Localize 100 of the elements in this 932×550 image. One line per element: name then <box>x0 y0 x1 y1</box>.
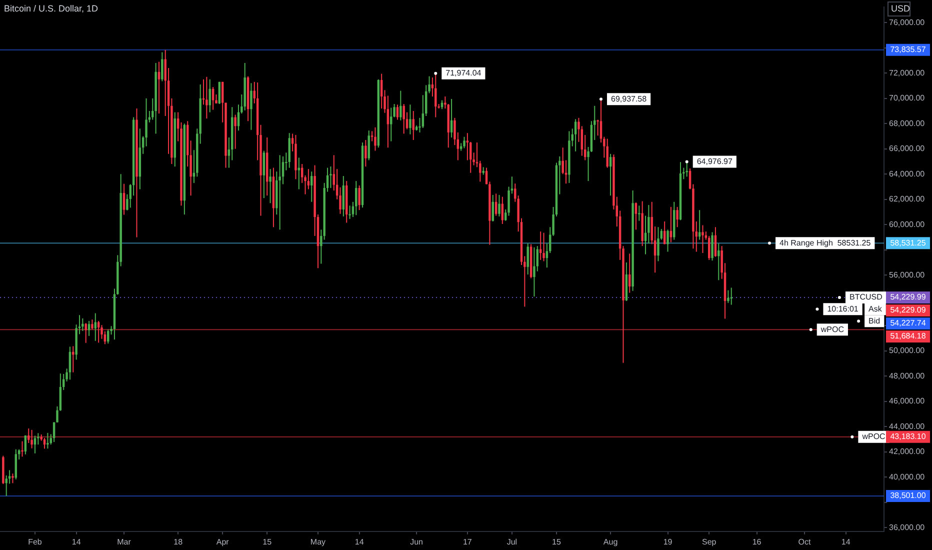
candlestick <box>494 193 498 216</box>
annotation: 71,974.04 <box>446 68 482 78</box>
candlestick <box>342 175 345 217</box>
candlestick <box>46 432 49 450</box>
candlestick <box>298 157 300 190</box>
y-tick-label: 66,000.00 <box>889 144 926 154</box>
x-tick-label: 16 <box>752 537 762 546</box>
annotation: Bid <box>868 316 880 326</box>
y-tick-label: 36,000.00 <box>889 522 926 532</box>
y-tick-label: 64,000.00 <box>889 169 926 178</box>
candlestick <box>269 168 272 204</box>
candlestick <box>634 202 638 230</box>
x-tick-label: May <box>310 537 326 546</box>
candlestick <box>702 224 704 254</box>
ref-line-label: 43,183.10 <box>890 432 926 442</box>
candlestick <box>380 73 383 109</box>
annotation: 64,976.97 <box>696 156 733 166</box>
y-tick-label: 60,000.00 <box>889 220 926 229</box>
candlestick <box>262 150 266 199</box>
candlestick <box>355 180 358 216</box>
y-tick-label: 48,000.00 <box>889 371 926 380</box>
candlestick <box>606 138 608 168</box>
x-tick-label: Mar <box>117 537 132 546</box>
candlestick <box>12 473 14 484</box>
candlestick <box>34 435 36 454</box>
candlestick <box>711 232 714 262</box>
chart-title: Bitcoin / U.S. Dollar, 1D <box>4 3 99 14</box>
candlestick <box>374 126 376 152</box>
candlestick <box>698 210 701 240</box>
candlestick <box>24 434 27 455</box>
x-tick-label: 17 <box>462 537 472 546</box>
candlestick <box>288 132 290 168</box>
candlestick <box>94 312 97 342</box>
candlestick <box>218 81 221 105</box>
x-tick-label: 19 <box>663 537 673 546</box>
candlestick <box>250 82 252 130</box>
ref-line-label: 73,835.57 <box>890 45 926 54</box>
x-tick-label: Apr <box>216 537 230 546</box>
x-tick-label: 14 <box>72 537 82 546</box>
candlestick <box>434 72 437 118</box>
candlestick <box>450 98 453 138</box>
candlestick <box>278 154 281 230</box>
ref-line-label: 54,229.99 <box>890 292 926 302</box>
x-tick-label: 15 <box>262 537 272 546</box>
candlestick <box>402 104 405 134</box>
candlestick <box>409 104 412 135</box>
candlestick <box>68 346 72 380</box>
annotation: wPOC <box>861 432 886 442</box>
y-tick-label: 68,000.00 <box>889 118 926 128</box>
annotation: wPOC <box>820 324 844 334</box>
ref-line-label: 54,229.09 <box>890 306 926 315</box>
candlestick <box>412 110 414 140</box>
candlestick <box>82 318 84 332</box>
x-tick-label: Aug <box>603 537 618 546</box>
candlestick <box>526 243 529 275</box>
y-tick-label: 50,000.00 <box>889 346 926 356</box>
x-tick-label: 14 <box>354 537 364 546</box>
candlestick <box>666 229 669 252</box>
annotation: 10:16:01 <box>827 304 859 314</box>
candlestick <box>364 140 367 168</box>
candlestick <box>310 171 313 202</box>
y-tick-label: 76,000.00 <box>889 18 926 27</box>
x-tick-label: Jun <box>410 537 424 546</box>
y-tick-label: 44,000.00 <box>889 422 926 431</box>
candlestick <box>533 246 536 298</box>
candlestick <box>30 429 33 449</box>
x-tick-label: Jul <box>506 537 518 546</box>
candlestick <box>97 320 100 344</box>
annotation: Ask <box>868 304 883 314</box>
candlestick <box>492 194 494 222</box>
x-tick-label: Oct <box>798 537 812 546</box>
y-tick-label: 42,000.00 <box>889 447 926 456</box>
candlestick <box>84 322 87 344</box>
candlestick <box>727 290 730 304</box>
annotation: 4h Range High 58531.25 <box>780 238 872 248</box>
candlestick <box>574 118 577 152</box>
candlestick <box>234 114 236 150</box>
y-tick-label: 56,000.00 <box>889 270 926 280</box>
y-axis-title: USD <box>891 3 910 14</box>
candlestick <box>396 104 399 120</box>
candlestick <box>400 90 402 121</box>
annotation: 69,937.58 <box>610 94 648 104</box>
candlestick <box>28 428 30 444</box>
candlestick <box>609 153 612 196</box>
candlestick <box>91 319 94 330</box>
ref-line-label: 51,684.18 <box>890 332 926 341</box>
candlestick <box>638 205 640 222</box>
candlestick <box>158 61 160 114</box>
ref-line-label: 58,531.25 <box>890 238 926 248</box>
candlestick <box>718 243 720 281</box>
candlestick <box>14 448 18 480</box>
candlestick <box>208 78 211 113</box>
x-tick-label: 15 <box>552 537 562 546</box>
x-tick-label: 14 <box>841 537 851 546</box>
annotation: BTCUSD <box>849 292 883 302</box>
candlestick <box>539 231 542 260</box>
candlestick <box>107 328 110 344</box>
candlestick <box>676 206 678 228</box>
y-tick-label: 40,000.00 <box>889 472 926 482</box>
candlestick <box>390 107 392 142</box>
